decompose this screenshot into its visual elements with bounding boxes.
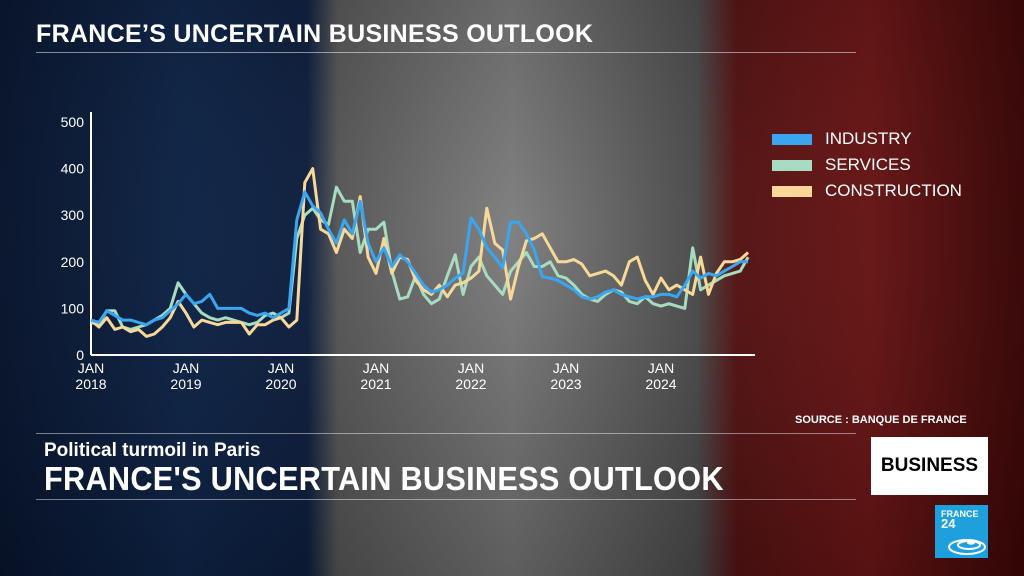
legend-swatch [772, 133, 812, 145]
logo-waves-icon [948, 539, 986, 555]
x-tick-label: 2020 [265, 376, 296, 392]
chart-legend: INDUSTRY SERVICES CONSTRUCTION [772, 126, 962, 204]
x-tick-label: JAN [363, 360, 389, 376]
x-tick-label: JAN [268, 360, 294, 376]
program-tag: BUSINESS [871, 437, 988, 495]
x-tick-label: JAN [78, 360, 104, 376]
series-line-construction [90, 167, 750, 338]
x-tick-label: 2024 [645, 376, 676, 392]
legend-label: SERVICES [825, 155, 911, 174]
top-title: FRANCE’S UNCERTAIN BUSINESS OUTLOOK [36, 20, 594, 48]
y-tick-label: 0 [76, 347, 84, 363]
y-tick-label: 300 [61, 207, 85, 223]
x-tick-label: 2018 [75, 376, 106, 392]
divider [36, 52, 856, 53]
series-line-industry [90, 190, 749, 327]
divider [36, 499, 856, 500]
logo-line2: 24 [941, 516, 956, 531]
lower-third-headline: FRANCE'S UNCERTAIN BUSINESS OUTLOOK [44, 460, 724, 497]
series-line-services [90, 185, 750, 331]
x-tick-label: 2021 [360, 376, 391, 392]
x-tick-label: 2019 [170, 376, 201, 392]
x-tick-label: JAN [173, 360, 199, 376]
legend-item-industry: INDUSTRY [772, 126, 962, 152]
lower-third-subtitle: Political turmoil in Paris [44, 440, 261, 461]
x-tick-label: JAN [648, 360, 674, 376]
source-note: SOURCE : BANQUE DE FRANCE [795, 414, 967, 426]
legend-item-services: SERVICES [772, 152, 962, 178]
logo-line1: FRANCE [941, 509, 979, 519]
x-tick-label: 2022 [455, 376, 486, 392]
divider [36, 433, 856, 434]
y-tick-label: 200 [61, 254, 85, 270]
y-tick-label: 100 [61, 300, 85, 316]
y-tick-label: 500 [61, 114, 85, 130]
x-tick-label: JAN [553, 360, 579, 376]
x-tick-label: 2023 [550, 376, 581, 392]
legend-label: INDUSTRY [825, 129, 912, 148]
y-tick-label: 400 [61, 161, 85, 177]
x-tick-label: JAN [458, 360, 484, 376]
legend-item-construction: CONSTRUCTION [772, 178, 962, 204]
legend-swatch [772, 185, 812, 197]
legend-label: CONSTRUCTION [825, 181, 962, 200]
legend-swatch [772, 159, 812, 171]
france24-logo: FRANCE 24 [935, 505, 988, 558]
